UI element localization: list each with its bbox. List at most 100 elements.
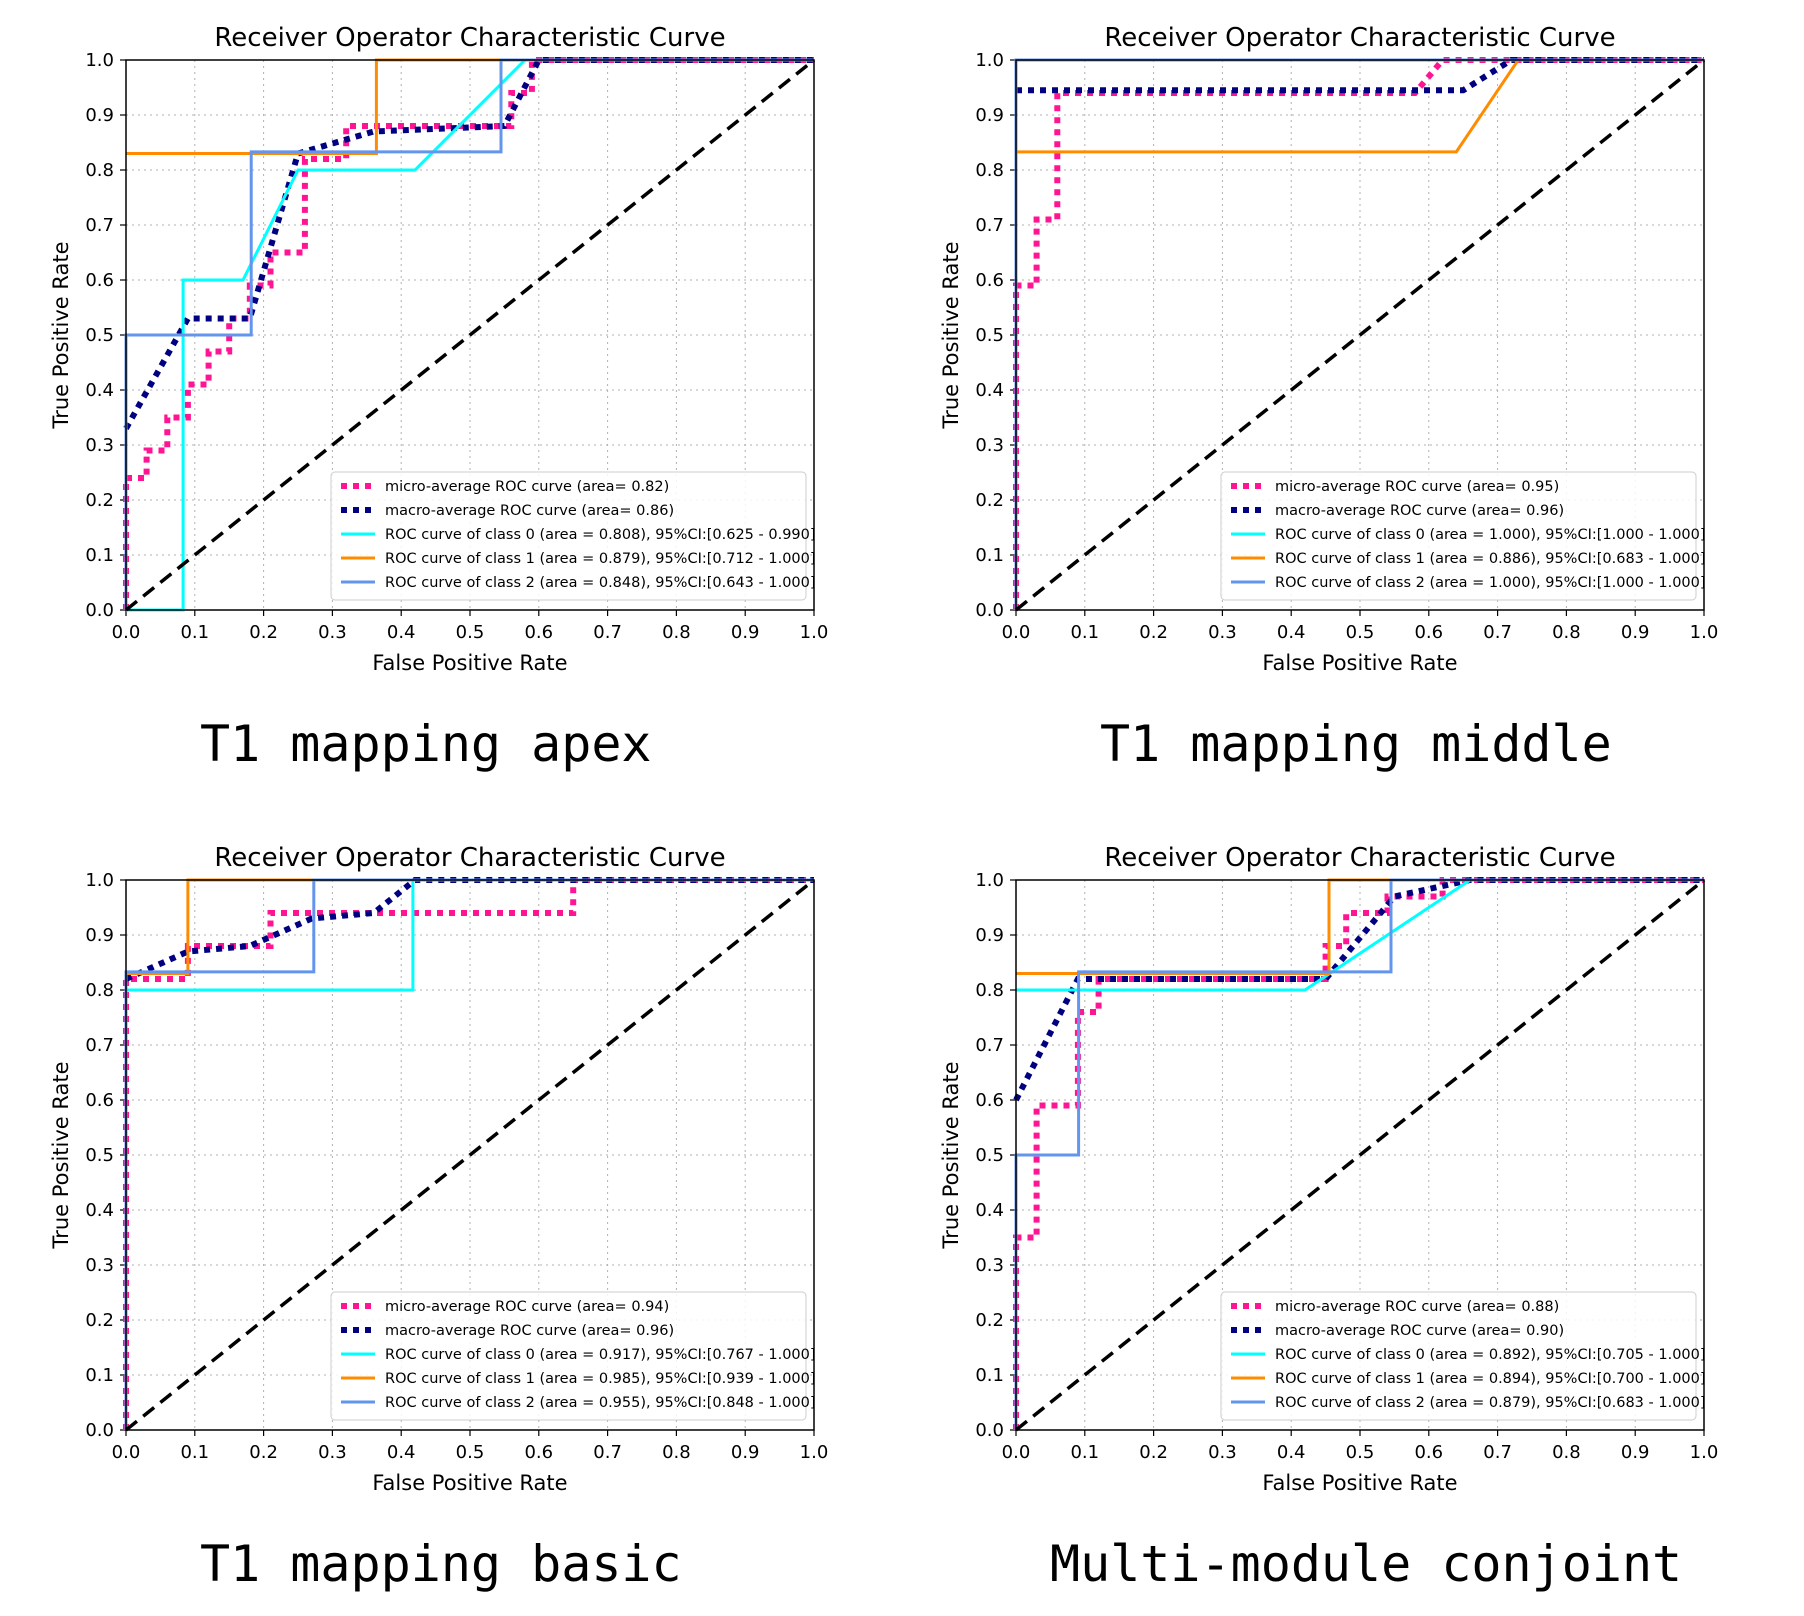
y-tick-label: 0.3	[85, 1255, 114, 1276]
legend-label-class1: ROC curve of class 1 (area = 0.886), 95%…	[1275, 551, 1706, 567]
legend-label-class0: ROC curve of class 0 (area = 0.917), 95%…	[385, 1347, 816, 1363]
y-tick-label: 0.3	[975, 1255, 1004, 1276]
x-tick-label: 0.1	[1070, 622, 1099, 643]
x-tick-label: 0.2	[249, 622, 278, 643]
x-tick-label: 0.5	[456, 1442, 485, 1463]
legend-box	[330, 1291, 807, 1421]
x-tick-label: 0.9	[731, 1442, 760, 1463]
y-tick-label: 0.1	[975, 1365, 1004, 1386]
y-tick-label: 0.3	[85, 435, 114, 456]
x-tick-label: 0.8	[662, 622, 691, 643]
y-tick-label: 1.0	[975, 870, 1004, 891]
x-axis-label: False Positive Rate	[1262, 651, 1457, 675]
legend: micro-average ROC curve (area= 0.88) macr…	[1220, 1291, 1706, 1421]
y-tick-label: 0.1	[975, 545, 1004, 566]
x-tick-label: 0.3	[1208, 622, 1237, 643]
legend: micro-average ROC curve (area= 0.95) macr…	[1220, 471, 1706, 601]
x-tick-label: 0.6	[1414, 622, 1443, 643]
x-tick-label: 0.5	[456, 622, 485, 643]
legend-label-class1: ROC curve of class 1 (area = 0.894), 95%…	[1275, 1371, 1706, 1387]
plot-frame	[1015, 879, 1705, 1431]
y-tick-label: 0.4	[85, 380, 114, 401]
legend-box	[330, 471, 807, 601]
y-tick-label: 1.0	[85, 50, 114, 71]
x-tick-label: 0.5	[1346, 1442, 1375, 1463]
y-tick-label: 0.4	[975, 380, 1004, 401]
legend-label-micro: micro-average ROC curve (area= 0.88)	[1275, 1299, 1559, 1315]
y-tick-label: 0.9	[975, 925, 1004, 946]
x-tick-label: 0.8	[1552, 622, 1581, 643]
legend: micro-average ROC curve (area= 0.82) macr…	[330, 471, 816, 601]
legend-label-class2: ROC curve of class 2 (area = 1.000), 95%…	[1275, 575, 1706, 591]
y-tick-label: 0.9	[85, 925, 114, 946]
roc-chart: Receiver Operator Characteristic Curve 0.…	[49, 23, 829, 675]
y-tick-label: 0.2	[975, 1310, 1004, 1331]
y-tick-label: 0.0	[85, 600, 114, 621]
chart-title: Receiver Operator Characteristic Curve	[1104, 843, 1615, 873]
x-tick-label: 1.0	[800, 622, 829, 643]
x-axis-label: False Positive Rate	[372, 651, 567, 675]
x-axis-label: False Positive Rate	[372, 1471, 567, 1495]
y-axis-label: True Positive Rate	[939, 241, 963, 429]
y-axis-label: True Positive Rate	[939, 1061, 963, 1249]
y-tick-label: 0.9	[975, 105, 1004, 126]
chart-title: Receiver Operator Characteristic Curve	[214, 23, 725, 53]
x-tick-label: 0.9	[1621, 622, 1650, 643]
x-tick-label: 0.7	[593, 622, 622, 643]
roc-panel-middle: Receiver Operator Characteristic Curve 0.…	[930, 15, 1720, 785]
chart-title: Receiver Operator Characteristic Curve	[214, 843, 725, 873]
legend-label-class2: ROC curve of class 2 (area = 0.848), 95%…	[385, 575, 816, 591]
panel-caption: T1 mapping apex	[200, 715, 652, 773]
legend-label-class2: ROC curve of class 2 (area = 0.879), 95%…	[1275, 1395, 1706, 1411]
chance-diagonal	[1014, 878, 1706, 1432]
x-tick-label: 1.0	[1690, 1442, 1719, 1463]
legend: micro-average ROC curve (area= 0.94) macr…	[330, 1291, 816, 1421]
roc-series-micro	[1013, 877, 1704, 1430]
x-axis-label: False Positive Rate	[1262, 1471, 1457, 1495]
x-tick-label: 0.3	[318, 1442, 347, 1463]
y-tick-label: 0.0	[975, 1420, 1004, 1441]
y-axis-label: True Positive Rate	[49, 241, 73, 429]
y-tick-label: 0.7	[85, 215, 114, 236]
x-tick-label: 0.7	[593, 1442, 622, 1463]
x-tick-label: 0.7	[1483, 1442, 1512, 1463]
y-tick-label: 1.0	[85, 870, 114, 891]
roc-series-micro	[123, 57, 814, 610]
x-tick-label: 0.6	[1414, 1442, 1443, 1463]
x-tick-label: 0.2	[249, 1442, 278, 1463]
y-tick-label: 0.7	[85, 1035, 114, 1056]
legend-label-micro: micro-average ROC curve (area= 0.82)	[385, 479, 669, 495]
x-tick-label: 0.0	[112, 622, 141, 643]
y-tick-label: 0.6	[85, 1090, 114, 1111]
legend-label-micro: micro-average ROC curve (area= 0.94)	[385, 1299, 669, 1315]
x-tick-label: 0.6	[524, 622, 553, 643]
plot-frame	[125, 59, 815, 611]
x-tick-label: 0.1	[180, 1442, 209, 1463]
y-tick-label: 0.1	[85, 1365, 114, 1386]
y-tick-label: 0.5	[85, 325, 114, 346]
y-tick-label: 0.0	[85, 1420, 114, 1441]
y-tick-label: 0.2	[85, 1310, 114, 1331]
panel-caption: T1 mapping basic	[200, 1535, 682, 1593]
y-tick-label: 0.4	[975, 1200, 1004, 1221]
x-tick-label: 0.0	[112, 1442, 141, 1463]
y-tick-label: 0.8	[85, 980, 114, 1001]
x-tick-label: 0.5	[1346, 622, 1375, 643]
x-tick-label: 0.0	[1002, 1442, 1031, 1463]
y-tick-label: 0.7	[975, 1035, 1004, 1056]
y-tick-label: 0.6	[975, 1090, 1004, 1111]
y-tick-label: 0.3	[975, 435, 1004, 456]
y-tick-label: 0.9	[85, 105, 114, 126]
y-tick-label: 0.0	[975, 600, 1004, 621]
roc-chart: Receiver Operator Characteristic Curve 0.…	[939, 843, 1719, 1495]
roc-series-class0	[126, 58, 814, 612]
x-tick-label: 0.0	[1002, 622, 1031, 643]
legend-box	[1220, 1291, 1697, 1421]
chance-diagonal	[124, 58, 816, 612]
roc-series-micro	[123, 877, 814, 1430]
y-tick-label: 1.0	[975, 50, 1004, 71]
chart-title: Receiver Operator Characteristic Curve	[1104, 23, 1615, 53]
legend-label-macro: macro-average ROC curve (area= 0.96)	[385, 1323, 674, 1339]
chance-diagonal	[1014, 58, 1706, 612]
x-tick-label: 0.9	[731, 622, 760, 643]
